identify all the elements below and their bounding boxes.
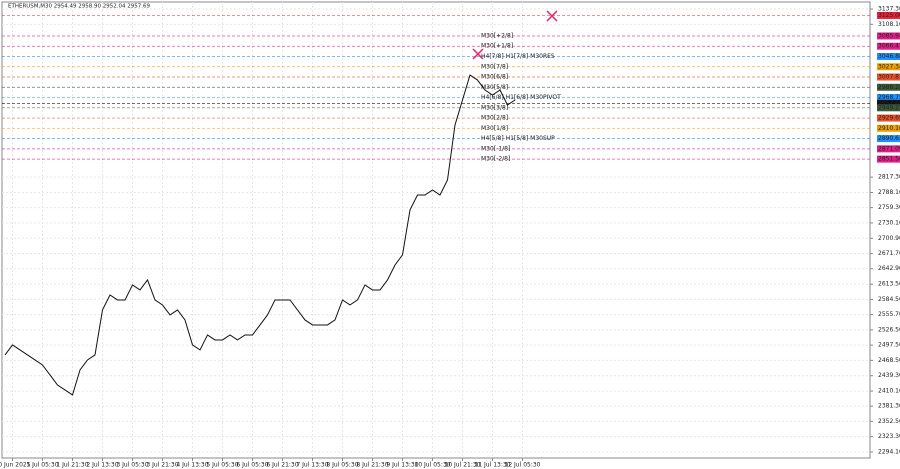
price-tag (877, 32, 900, 40)
price-tag (877, 104, 900, 112)
y-tick-label: 2439.30 (878, 372, 900, 379)
level-name: M30[+1/8] (481, 43, 513, 50)
price-tag-label: 2988.28 (878, 84, 900, 91)
y-tick-label: 2642.90 (878, 265, 900, 272)
price-tag (877, 63, 900, 71)
price-tag-label: 3046.88 (878, 53, 900, 60)
level-name: M30[6/8] (481, 74, 508, 81)
price-tag (877, 83, 900, 91)
y-tick-label: 3108.10 (878, 21, 900, 28)
x-tick-label: 1 Jul 05:30 (26, 462, 58, 469)
price-tag-label: 3125.00 (878, 12, 900, 19)
plot-frame (1, 1, 871, 459)
price-tag-label: 2949.22 (878, 104, 900, 111)
y-tick-label: 2410.10 (878, 388, 900, 395)
y-tick-label: 2817.30 (878, 174, 900, 181)
price-tag (877, 145, 900, 153)
x-tick-label: 10 Jul 05:30 (415, 462, 451, 469)
price-tag-label: 3007.81 (878, 74, 900, 81)
level-name: M30[3/8] (481, 104, 508, 111)
level-name: M30[2/8] (481, 115, 508, 122)
level-name: M30[-1/8] (481, 145, 510, 152)
level-name: M30[7/8] (481, 63, 508, 70)
y-tick-label: 2671.70 (878, 250, 900, 257)
level-name: H4[6/8] H1[6/8] M30PIVOT (481, 94, 561, 101)
y-tick-label: 2323.30 (878, 433, 900, 440)
price-tag (877, 73, 900, 81)
price-tag (877, 124, 900, 132)
x-tick-label: 6 Jul 21:30 (266, 462, 298, 469)
y-tick-label: 2352.50 (878, 418, 900, 425)
level-name: H4[7/8] H1[7/8] M30RES (481, 53, 555, 60)
chart-title: ETHERUSM,M30 2954.49 2958.90 2952.04 295… (8, 4, 150, 10)
price-tag (877, 42, 900, 50)
x-tick-label: 4 Jul 13:30 (176, 462, 208, 469)
price-tag-label: 3085.94 (878, 32, 900, 39)
x-tick-label: 6 Jul 05:30 (236, 462, 268, 469)
price-tag-label: 2957.69 (878, 100, 900, 107)
price-tag-label: 3027.34 (878, 63, 900, 70)
level-name: M30[+2/8] (481, 32, 513, 39)
y-tick-label: 2730.10 (878, 219, 900, 226)
price-tag-label: 2851.56 (878, 156, 900, 163)
y-tick-label: 2759.30 (878, 204, 900, 211)
level-name: M30[-2/8] (481, 156, 510, 163)
price-tag (877, 114, 900, 122)
x-tick-label: 5 Jul 05:30 (206, 462, 238, 469)
y-tick-label: 2381.30 (878, 403, 900, 410)
grid (2, 2, 870, 458)
y-tick-label: 2294.10 (878, 449, 900, 456)
price-tag (877, 52, 900, 60)
y-tick-label: 2497.50 (878, 342, 900, 349)
x-tick-label: 3 Jul 21:30 (146, 462, 178, 469)
price-tag-label: 3066.41 (878, 43, 900, 50)
y-tick-label: 2788.10 (878, 189, 900, 196)
y-tick-label: 2700.90 (878, 235, 900, 242)
y-tick-label: 2468.50 (878, 357, 900, 364)
price-tag-label: 2910.16 (878, 125, 900, 132)
price-tag-label: 2968.75 (878, 94, 900, 101)
x-tick-label: 9 Jul 13:30 (386, 462, 418, 469)
price-tag-label: 2871.09 (878, 145, 900, 152)
x-tick-label: 3 Jul 05:30 (116, 462, 148, 469)
price-tag (877, 11, 900, 19)
x-tick-label: 1 Jul 21:30 (56, 462, 88, 469)
price-tag (877, 155, 900, 163)
price-tag-label: 2890.63 (878, 135, 900, 142)
cross-marker (472, 10, 558, 60)
x-tick-label: 8 Jul 05:30 (326, 462, 358, 469)
y-tick-label: 3137.30 (878, 5, 900, 12)
y-tick-label: 2555.70 (878, 311, 900, 318)
y-tick-label: 2526.50 (878, 326, 900, 333)
level-name: M30[1/8] (481, 125, 508, 132)
x-tick-label: 2 Jul 13:30 (86, 462, 118, 469)
level-name: M30[5/8] (481, 84, 508, 91)
level-name: H4[5/8] H1[5/8] M30SUP (481, 135, 555, 142)
price-tag (877, 99, 900, 107)
y-tick-label: 2613.50 (878, 281, 900, 288)
x-tick-label: 12 Jul 05:30 (505, 462, 541, 469)
price-tag-label: 2929.69 (878, 115, 900, 122)
price-tag (877, 94, 900, 102)
x-tick-label: 10 Jul 21:30 (445, 462, 481, 469)
price-line (4, 74, 516, 396)
price-tag (877, 135, 900, 143)
marks (4, 74, 516, 396)
x-tick-label: 11 Jul 13:30 (475, 462, 511, 469)
levels: 3125.00 M30[+2/8] 3085.94 M30[+1/8] 3066.41 H… (2, 11, 900, 163)
y-tick-label: 2584.50 (878, 296, 900, 303)
x-tick-label: 30 Jun 2025 (0, 462, 31, 469)
x-tick-label: 8 Jul 21:30 (356, 462, 388, 469)
x-tick-label: 7 Jul 13:30 (296, 462, 328, 469)
